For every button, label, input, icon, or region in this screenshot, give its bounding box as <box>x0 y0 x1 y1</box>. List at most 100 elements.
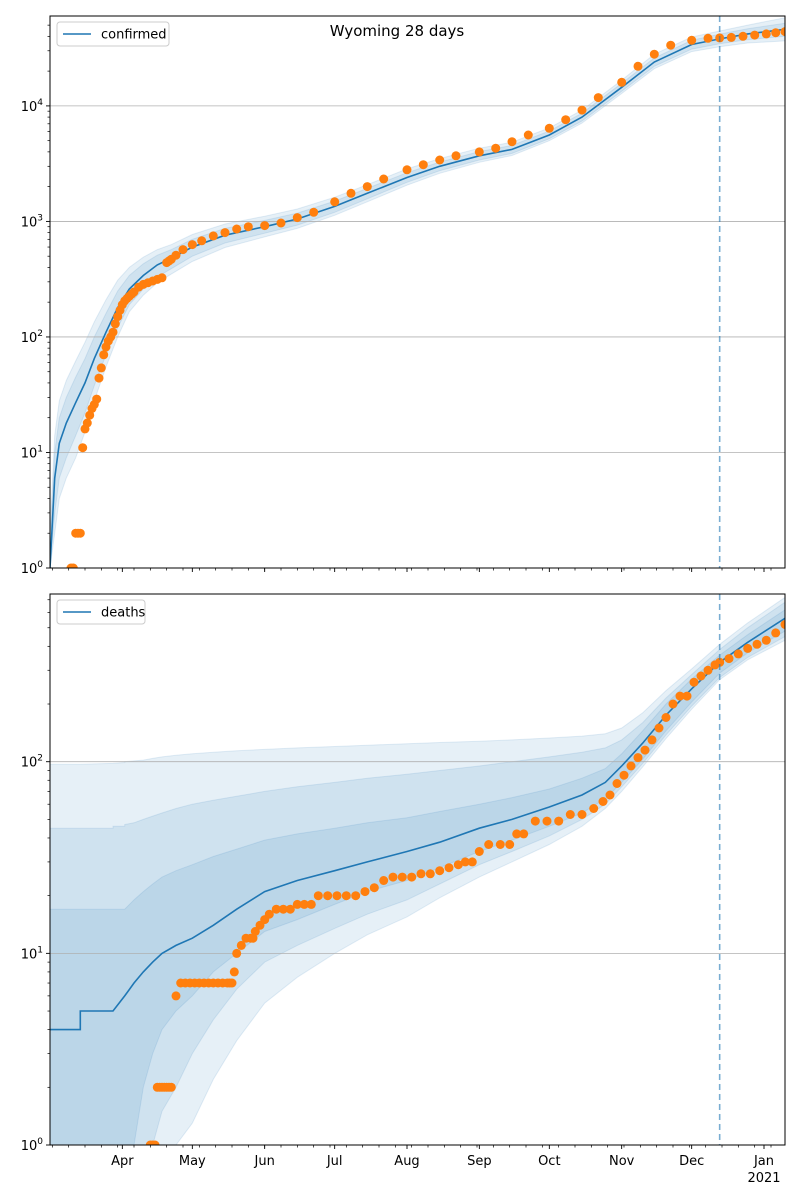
deaths-observed-point <box>682 691 692 701</box>
deaths-observed-point <box>675 691 685 701</box>
confirmed-observed-point <box>208 231 218 241</box>
confirmed-observed-point <box>750 30 760 40</box>
confirmed-observed-point <box>68 563 78 568</box>
deaths-y-ticks: 101 102 10 0 <box>21 599 50 1154</box>
confirmed-observed-point <box>362 182 372 192</box>
y-tick-exponent: 0 <box>37 560 43 570</box>
deaths-observed-point <box>435 866 445 876</box>
confirmed-observed-point <box>232 224 242 234</box>
deaths-observed-point <box>341 891 351 901</box>
deaths-observed-point <box>505 840 515 849</box>
y-tick-exponent: 2 <box>37 329 43 339</box>
chart-title: Wyoming 28 days <box>330 22 465 40</box>
legend-label: confirmed <box>101 28 167 43</box>
confirmed-axes-frame <box>49 15 786 569</box>
deaths-observed-point <box>323 891 333 901</box>
y-tick-label: 104 <box>21 98 44 115</box>
confirmed-observed-point <box>649 49 659 59</box>
confirmed-observed-point <box>178 245 188 255</box>
deaths-observed-point <box>460 857 470 867</box>
x-tick-label: Jan <box>753 1154 774 1169</box>
deaths-observed-point <box>360 887 370 897</box>
deaths-observed-point <box>332 891 342 901</box>
deaths-observed-point <box>397 872 407 882</box>
legend-box <box>56 21 170 47</box>
deaths-observed-point <box>271 904 281 914</box>
deaths-observed-point <box>512 829 522 839</box>
confirmed-uncertainty-bands <box>50 17 785 568</box>
confirmed-observed-point <box>771 28 781 38</box>
confirmed-observed-point <box>761 29 771 39</box>
confirmed-observed-point <box>243 222 253 232</box>
y-tick-label: 102 <box>21 329 43 346</box>
legend-box <box>56 599 146 625</box>
y-tick-label: 100 <box>21 560 44 577</box>
deaths-observed-point <box>619 770 629 780</box>
y-tick-base: 10 <box>21 215 38 230</box>
deaths-observed-point <box>752 639 762 649</box>
confirmed-observed-point <box>738 31 748 41</box>
y-tick-label: 103 <box>21 213 43 230</box>
confirmed-observed-point <box>197 236 207 246</box>
deaths-observed-point <box>171 991 181 1001</box>
deaths-observed-point <box>771 628 781 638</box>
x-tick-label: Apr <box>111 1154 134 1169</box>
deaths-observed-point <box>313 891 323 901</box>
confirmed-observed-point <box>780 27 785 37</box>
deaths-observed-point <box>229 967 239 977</box>
x-tick-label: Sep <box>467 1154 492 1169</box>
deaths-x-ticks: Apr May Jun Jul Aug Sep Oct Nov Dec Jan 2021 <box>51 1145 781 1186</box>
confirmed-observed-point <box>75 528 85 538</box>
deaths-observed-point <box>577 810 587 819</box>
y-tick-base: 10 <box>21 562 38 577</box>
confirmed-observed-point <box>220 228 230 238</box>
confirmed-legend: confirmed <box>56 21 170 47</box>
confirmed-observed-point <box>379 174 389 184</box>
y-tick-label: 102 <box>21 754 43 771</box>
deaths-model-line <box>50 617 785 1031</box>
confirmed-observed-point <box>418 160 428 170</box>
deaths-observed-point <box>519 829 529 839</box>
deaths-axes-frame <box>49 593 786 1146</box>
confirmed-observed-point <box>474 147 484 157</box>
y-tick-base: 10 <box>21 947 38 962</box>
y-tick-label: 101 <box>21 945 43 962</box>
deaths-observed-point <box>495 840 505 849</box>
confirmed-observed-point <box>491 143 501 153</box>
confirmed-observed-point <box>108 327 118 337</box>
legend-label: deaths <box>101 606 146 621</box>
deaths-observed-point <box>232 948 242 958</box>
confirmed-observed-point <box>78 443 88 453</box>
deaths-observed-point <box>668 699 678 709</box>
deaths-observed-point <box>278 904 288 914</box>
deaths-observed-point <box>715 657 725 667</box>
deaths-observed-point <box>292 899 302 909</box>
y-tick-exponent: 0 <box>37 1137 43 1147</box>
confirmed-observed-point <box>171 250 181 260</box>
confirmed-observed-point <box>726 32 736 42</box>
confirmed-observed-points <box>66 27 785 568</box>
deaths-observed-point <box>612 779 622 788</box>
deaths-observed-point <box>236 940 246 950</box>
deaths-observed-point <box>724 654 734 664</box>
deaths-observed-point <box>696 671 706 681</box>
y-tick-base: 10 <box>21 446 38 461</box>
y-tick-label: 101 <box>21 444 43 461</box>
deaths-observed-point <box>166 1082 176 1092</box>
confirmed-observed-point <box>260 221 270 231</box>
deaths-observed-point <box>689 677 699 687</box>
deaths-observed-point <box>626 761 636 771</box>
deaths-observed-point <box>264 909 274 919</box>
confirmed-observed-point <box>523 130 533 140</box>
deaths-observed-point <box>453 860 463 870</box>
deaths-observed-point <box>379 876 389 885</box>
y-tick-base: 10 <box>21 331 38 346</box>
confirmed-model-line <box>50 28 785 568</box>
deaths-observed-point <box>351 891 361 901</box>
confirmed-observed-point <box>666 40 676 50</box>
confirmed-observed-point <box>593 93 603 103</box>
deaths-observed-point <box>761 635 771 645</box>
